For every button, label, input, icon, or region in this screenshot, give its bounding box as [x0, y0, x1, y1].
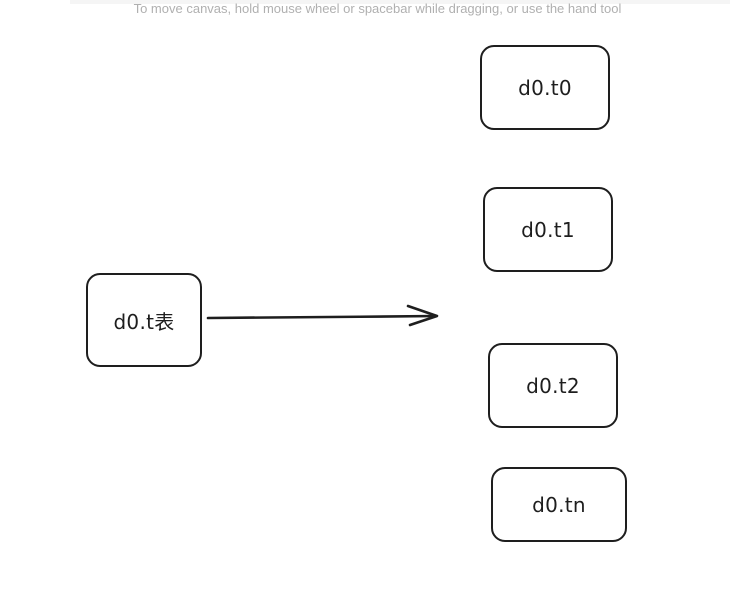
node-label: d0.t0 [518, 75, 572, 100]
node-target-tn[interactable]: d0.tn [491, 467, 627, 542]
node-target-t2[interactable]: d0.t2 [488, 343, 618, 428]
node-label: d0.t表 [113, 309, 175, 334]
arrow-connector[interactable] [206, 304, 439, 327]
node-target-t1[interactable]: d0.t1 [483, 187, 613, 272]
hint-bar [70, 0, 730, 4]
canvas-hint-text: To move canvas, hold mouse wheel or spac… [133, 1, 622, 16]
node-source-table[interactable]: d0.t表 [86, 273, 202, 367]
node-label: d0.tn [532, 492, 586, 517]
node-target-t0[interactable]: d0.t0 [480, 45, 610, 130]
node-label: d0.t1 [521, 217, 575, 242]
arrowhead-icon [406, 304, 439, 327]
node-label: d0.t2 [526, 373, 580, 398]
